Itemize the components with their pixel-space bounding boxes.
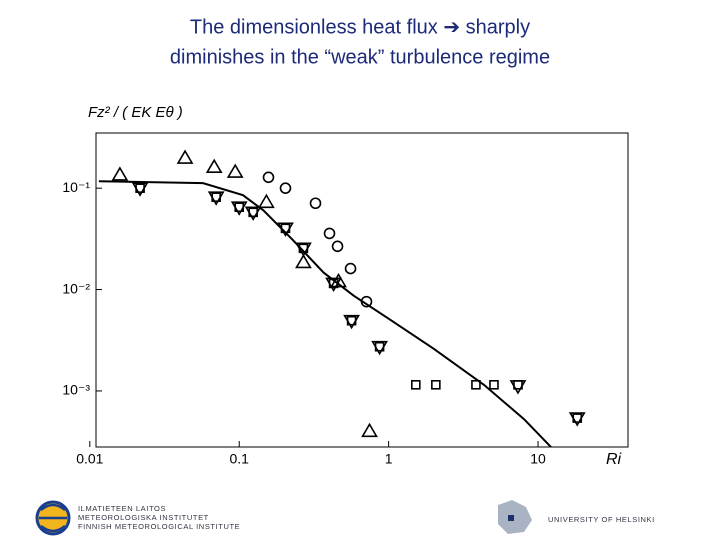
triangle-up-point xyxy=(258,193,275,209)
square-point xyxy=(572,413,583,423)
x-tick-label: 0.01 xyxy=(76,451,103,467)
plot-frame xyxy=(95,132,629,448)
fmi-name: ILMATIETEEN LAITOS xyxy=(78,504,166,513)
circle-point xyxy=(344,262,357,275)
triangle-down-point xyxy=(207,191,225,206)
y-tick-label: 10⁻¹ xyxy=(62,179,90,195)
y-tick-label: 10⁻³ xyxy=(62,382,90,398)
y-axis-label: Fz² / ( EK Eθ ) xyxy=(88,104,183,121)
triangle-up-point xyxy=(361,422,378,438)
square-point xyxy=(346,315,357,326)
circle-point xyxy=(323,227,336,240)
circle-point xyxy=(262,171,275,184)
square-point xyxy=(234,202,245,213)
triangle-up-point xyxy=(176,149,194,164)
fmi-logo xyxy=(35,500,71,536)
triangle-up-point xyxy=(226,163,244,178)
title-line: diminishes in the “weak” turbulence regi… xyxy=(170,46,550,68)
plot-area xyxy=(98,149,586,447)
university-logo xyxy=(498,500,532,534)
square-point xyxy=(135,183,145,193)
fit-curve xyxy=(98,180,553,447)
triangle-up-point xyxy=(295,253,312,269)
x-axis-label: Ri xyxy=(606,451,622,468)
triangle-down-point xyxy=(509,380,527,395)
square-point xyxy=(411,379,421,390)
triangle-down-point xyxy=(230,201,248,216)
x-tick-label: 10 xyxy=(530,451,546,467)
triangle-down-point xyxy=(244,206,262,221)
square-point xyxy=(374,341,385,352)
fmi-name: FINNISH METEOROLOGICAL INSTITUTE xyxy=(78,522,240,531)
square-point xyxy=(248,207,258,218)
square-point xyxy=(513,379,523,390)
y-tick-label: 10⁻² xyxy=(62,280,90,296)
university-name: UNIVERSITY OF HELSINKI xyxy=(548,515,655,524)
square-point xyxy=(211,192,221,202)
circle-point xyxy=(279,182,292,194)
triangle-up-point xyxy=(111,166,129,181)
title-line: The dimensionless heat flux ➔ sharply xyxy=(190,16,530,38)
x-tick-label: 1 xyxy=(385,451,393,467)
square-point xyxy=(471,379,481,390)
triangle-up-point xyxy=(205,158,223,173)
circle-point xyxy=(309,197,322,210)
triangle-down-point xyxy=(131,182,149,197)
fmi-name: METEOROLOGISKA INSTITUTET xyxy=(78,513,209,522)
x-tick-label: 0.1 xyxy=(229,451,249,467)
square-point xyxy=(431,379,441,390)
square-point xyxy=(489,379,499,390)
circle-point xyxy=(331,240,344,253)
